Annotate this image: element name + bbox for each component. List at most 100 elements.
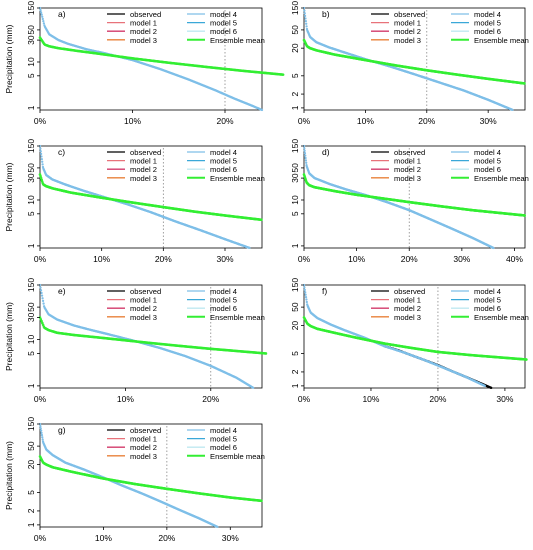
data-point (303, 152, 307, 155)
y-tick-label: 150 (26, 139, 36, 153)
data-point (41, 299, 45, 303)
data-point (260, 218, 263, 222)
panel-label: c) (58, 147, 65, 157)
data-point (523, 214, 526, 217)
x-tick-label: 10% (348, 254, 365, 264)
x-tick-label: 30% (453, 254, 470, 264)
legend-item-label: model 6 (474, 27, 501, 36)
panel-label: e) (58, 286, 66, 296)
x-tick-label: 20% (155, 254, 172, 264)
y-tick-label: 5 (26, 211, 36, 216)
x-tick-label: 0% (34, 254, 47, 264)
data-point (281, 73, 285, 76)
data-point (39, 152, 43, 156)
legend-item-label: model 1 (130, 157, 157, 166)
legend-item-label: Ensemble mean (210, 313, 265, 322)
data-point (305, 25, 308, 28)
y-tick-label: 1 (26, 383, 36, 388)
x-tick-label: 20% (216, 116, 233, 126)
series-model-4 (38, 144, 251, 250)
y-tick-label: 150 (290, 1, 300, 15)
data-point (304, 159, 308, 162)
legend-item-label: model 5 (210, 19, 237, 28)
data-point (303, 14, 307, 18)
legend-item-label: model 4 (210, 10, 237, 19)
data-point (264, 352, 268, 355)
legend-item-label: Ensemble mean (210, 174, 265, 183)
y-tick-label: 10 (26, 335, 36, 345)
data-point (304, 154, 307, 157)
y-tick-label: 30 (26, 312, 36, 322)
legend-item-label: model 2 (130, 27, 157, 36)
data-point (304, 291, 307, 294)
panel-label: b) (322, 9, 330, 19)
data-point (304, 19, 307, 23)
x-tick-label: 0% (298, 116, 311, 126)
data-point (39, 289, 43, 292)
x-tick-label: 10% (117, 394, 134, 404)
legend-item-label: model 6 (210, 165, 237, 174)
y-tick-label: 10 (26, 57, 36, 67)
legend-item-label: model 3 (130, 36, 157, 45)
data-point (39, 9, 42, 12)
data-point (42, 22, 46, 25)
y-tick-label: 1 (290, 105, 300, 110)
legend-item-label: Ensemble mean (210, 36, 265, 45)
y-tick-label: 150 (26, 278, 36, 292)
data-point (305, 22, 308, 25)
legend-item-label: Ensemble mean (474, 174, 529, 183)
x-tick-label: 20% (202, 394, 219, 404)
data-point (260, 108, 264, 112)
x-tick-label: 10% (357, 116, 374, 126)
panel-label: d) (322, 147, 330, 157)
data-point (40, 291, 43, 295)
y-tick-label: 1 (26, 243, 36, 248)
data-point (490, 386, 493, 390)
data-point (303, 149, 306, 152)
x-tick-label: 30% (480, 116, 497, 126)
data-point (511, 108, 514, 112)
data-point (40, 155, 43, 158)
data-point (41, 163, 44, 166)
x-tick-label: 10% (124, 116, 141, 126)
legend-item-label: model 5 (474, 19, 501, 28)
data-point (39, 286, 42, 289)
data-point (41, 160, 44, 163)
x-tick-label: 10% (93, 254, 110, 264)
y-tick-label: 1 (290, 243, 300, 248)
data-point (523, 82, 526, 85)
x-tick-label: 20% (418, 116, 435, 126)
y-tick-label: 30 (26, 35, 36, 45)
legend-item-label: observed (130, 10, 161, 19)
legend-item-label: Ensemble mean (474, 36, 529, 45)
data-point (492, 246, 495, 250)
legend-item-label: model 2 (130, 165, 157, 174)
y-tick-label: 30 (290, 173, 300, 183)
y-tick-label: 30 (26, 173, 36, 183)
series-ensemble-mean (302, 38, 526, 85)
y-tick-label: 150 (290, 139, 300, 153)
data-point (304, 156, 307, 160)
data-point (303, 9, 306, 12)
y-tick-label: 50 (290, 25, 300, 35)
data-point (303, 288, 306, 291)
legend-item-label: model 3 (130, 174, 157, 183)
x-tick-label: 0% (34, 394, 47, 404)
x-tick-label: 30% (216, 254, 233, 264)
data-point (39, 147, 42, 150)
y-tick-label: 20 (290, 43, 300, 53)
data-point (40, 157, 43, 161)
data-point (41, 17, 44, 21)
y-tick-label: 10 (26, 195, 36, 205)
data-point (303, 12, 306, 15)
y-tick-label: 5 (26, 73, 36, 78)
y-tick-label: 5 (290, 73, 300, 78)
legend-item-label: model 3 (394, 174, 421, 183)
